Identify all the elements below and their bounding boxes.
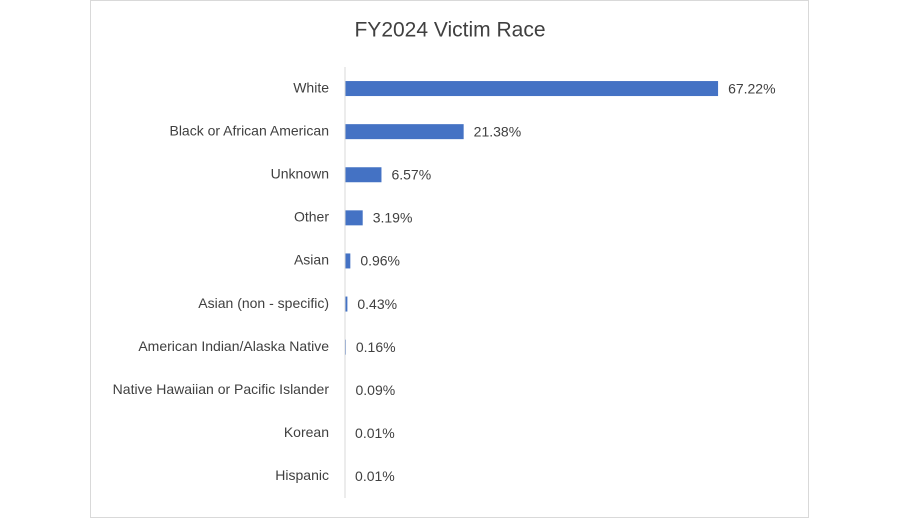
y-tick-label: Unknown [271, 165, 329, 181]
y-tick-label: Korean [284, 424, 329, 440]
chart-title: FY2024 Victim Race [354, 19, 545, 42]
bar [345, 253, 351, 269]
bar [345, 167, 382, 183]
y-tick-label: White [293, 79, 329, 95]
value-label: 0.01% [355, 468, 395, 484]
value-label: 67.22% [728, 80, 775, 96]
value-label: 0.09% [355, 382, 395, 398]
y-tick-label: Asian (non - specific) [198, 295, 329, 311]
y-tick-label: Black or African American [169, 122, 329, 138]
value-label: 21.38% [474, 123, 521, 139]
y-tick-label: Other [294, 209, 329, 225]
value-label: 0.01% [355, 425, 395, 441]
y-tick-label: American Indian/Alaska Native [138, 338, 329, 354]
y-tick-label: Asian [294, 252, 329, 268]
bar [345, 124, 464, 140]
chart-frame [90, 0, 809, 518]
y-tick-label: Native Hawaiian or Pacific Islander [113, 381, 330, 397]
bar [345, 210, 363, 226]
y-tick-label: Hispanic [275, 467, 329, 483]
value-label: 0.16% [356, 339, 396, 355]
bar [345, 296, 348, 312]
value-label: 3.19% [373, 210, 413, 226]
value-label: 0.43% [357, 296, 397, 312]
value-label: 6.57% [391, 166, 431, 182]
bar [345, 81, 719, 97]
value-label: 0.96% [360, 253, 400, 269]
